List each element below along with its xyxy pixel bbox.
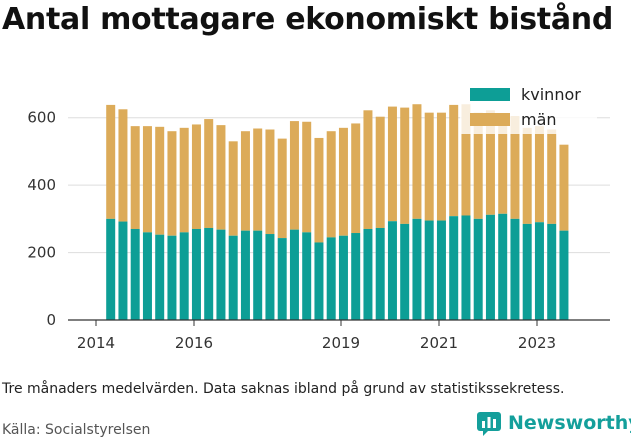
bar-kvinnor: [436, 220, 446, 320]
bar-kvinnor: [547, 223, 557, 320]
bar-man: [277, 138, 287, 239]
bar-kvinnor: [522, 223, 532, 320]
bar-kvinnor: [534, 222, 544, 320]
bar-kvinnor: [216, 229, 226, 320]
bar-man: [228, 141, 238, 236]
bar-kvinnor: [351, 233, 361, 320]
bar-kvinnor: [240, 230, 250, 320]
bar-man: [351, 123, 361, 234]
bar-kvinnor: [412, 218, 422, 320]
bar-man: [461, 104, 471, 216]
bar-kvinnor: [400, 223, 410, 320]
bar-man: [473, 112, 483, 219]
bar-kvinnor: [179, 232, 189, 320]
bar-man: [534, 126, 544, 223]
bar-kvinnor: [326, 237, 336, 320]
bar-man: [400, 107, 410, 224]
bar-man: [106, 104, 116, 219]
brand-name: Newsworthy: [508, 412, 631, 434]
bar-man: [498, 116, 508, 214]
bar-man: [265, 129, 275, 235]
bar-man: [289, 121, 299, 230]
y-tick-label: 200: [27, 244, 56, 262]
bar-kvinnor: [253, 230, 263, 320]
newsworthy-brand: Newsworthy: [476, 408, 631, 438]
bars-layer: [106, 104, 569, 320]
bar-man: [485, 110, 495, 215]
y-tick-label: 600: [27, 109, 56, 127]
bar-man: [240, 131, 250, 231]
bar-kvinnor: [375, 227, 385, 320]
bar-man: [130, 126, 140, 229]
bar-man: [547, 129, 557, 224]
legend-swatch-kvinnor: [470, 88, 510, 101]
bar-kvinnor: [228, 235, 238, 320]
source-credit: Källa: Socialstyrelsen: [2, 422, 151, 438]
bar-kvinnor: [106, 218, 116, 320]
bar-man: [204, 119, 214, 228]
bar-kvinnor: [302, 232, 312, 320]
bar-man: [326, 131, 336, 238]
bar-kvinnor: [118, 221, 128, 320]
bar-man: [216, 125, 226, 230]
bar-kvinnor: [204, 227, 214, 320]
bar-man: [191, 124, 201, 229]
x-tick-label: 2021: [420, 334, 458, 352]
x-tick-label: 2014: [77, 334, 115, 352]
legend-swatch-man: [470, 113, 510, 126]
bar-kvinnor: [363, 228, 373, 320]
bar-man: [302, 121, 312, 233]
bar-man: [510, 116, 520, 219]
x-tick-label: 2016: [175, 334, 213, 352]
bar-kvinnor: [167, 235, 177, 320]
bar-man: [338, 127, 348, 236]
bar-man: [142, 126, 152, 233]
bar-kvinnor: [338, 235, 348, 320]
bar-kvinnor: [449, 216, 459, 320]
bar-man: [363, 110, 373, 229]
y-tick-label: 0: [46, 311, 56, 329]
bar-man: [559, 144, 569, 231]
legend-label-kvinnor: kvinnor: [521, 85, 581, 104]
bar-man: [449, 104, 459, 217]
newsworthy-logo-icon: [477, 412, 501, 436]
bar-kvinnor: [155, 234, 165, 320]
bar-kvinnor: [473, 218, 483, 320]
x-tick-label: 2019: [322, 334, 360, 352]
bar-man: [179, 127, 189, 233]
bar-man: [522, 127, 532, 224]
bar-man: [314, 137, 324, 243]
bar-man: [167, 131, 177, 236]
bar-kvinnor: [142, 232, 152, 320]
bar-kvinnor: [191, 228, 201, 320]
bar-man: [387, 106, 397, 222]
bar-man: [412, 104, 422, 219]
bar-kvinnor: [277, 238, 287, 320]
bar-kvinnor: [461, 215, 471, 320]
bar-kvinnor: [424, 220, 434, 320]
x-tick-label: 2023: [518, 334, 556, 352]
bar-kvinnor: [498, 213, 508, 320]
bar-man: [375, 116, 385, 228]
bar-kvinnor: [387, 221, 397, 320]
legend-label-man: män: [521, 110, 557, 129]
bar-kvinnor: [314, 242, 324, 320]
bar-man: [118, 109, 128, 222]
bar-kvinnor: [130, 228, 140, 320]
axis-layer: 0 200 400 600 2014 2016 2019 2021 2023: [27, 109, 610, 352]
bar-man: [436, 112, 446, 221]
chart-title: Antal mottagare ekonomiskt bistånd: [2, 2, 614, 37]
bar-kvinnor: [559, 230, 569, 320]
bar-man: [424, 112, 434, 221]
bar-kvinnor: [289, 229, 299, 320]
bar-kvinnor: [510, 218, 520, 320]
bar-kvinnor: [485, 214, 495, 320]
chart-footnote: Tre månaders medelvärden. Data saknas ib…: [2, 381, 565, 397]
bar-man: [253, 128, 263, 231]
y-tick-label: 400: [27, 176, 56, 194]
legend: kvinnor män: [460, 82, 597, 134]
bar-kvinnor: [265, 234, 275, 320]
bar-man: [155, 126, 165, 235]
